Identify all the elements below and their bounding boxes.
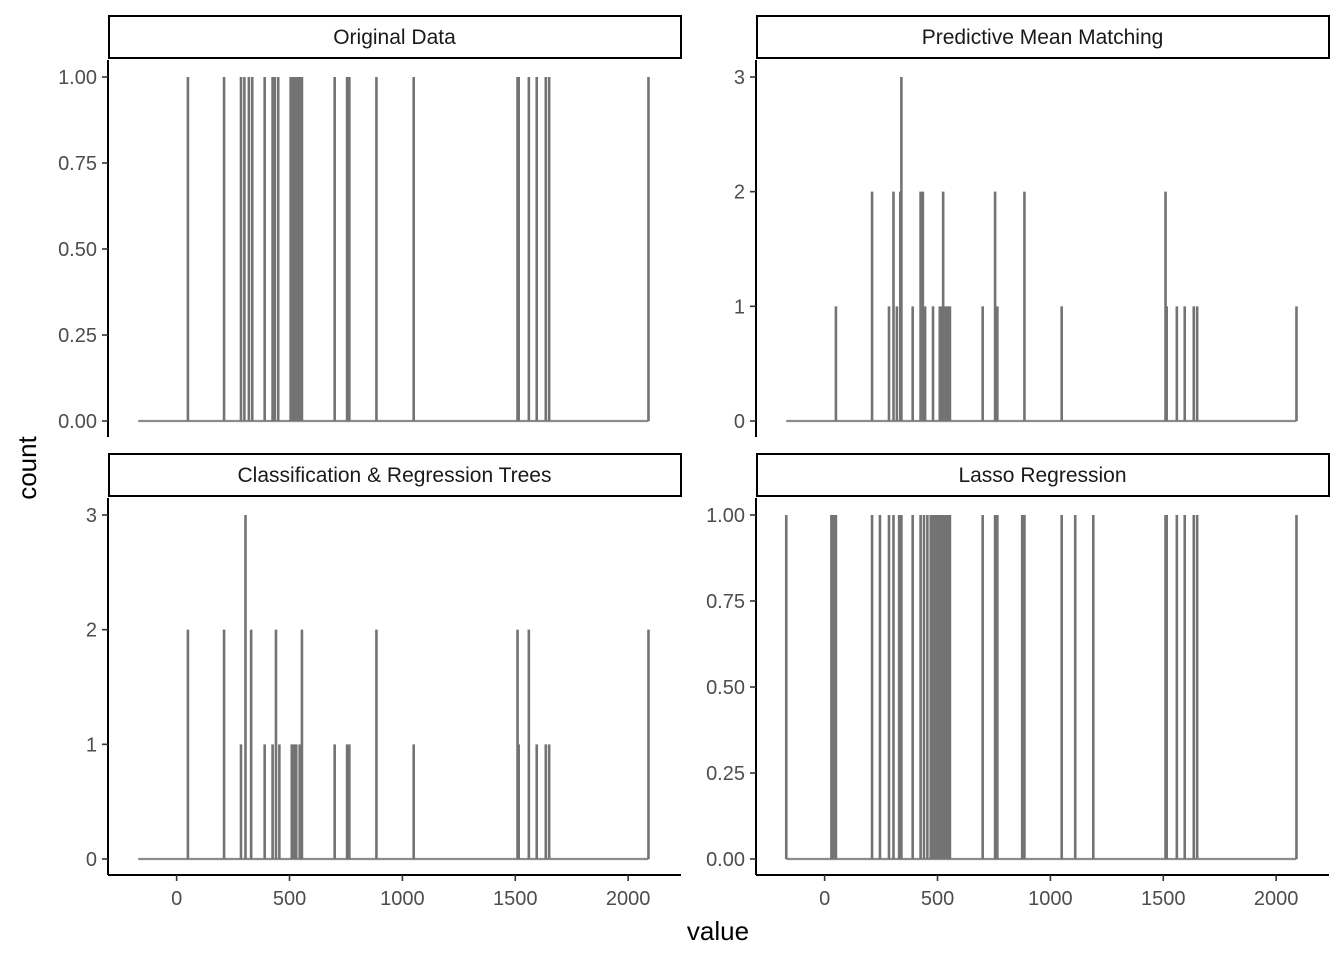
panel: Predictive Mean Matching 0 1 2 3 xyxy=(734,15,1330,437)
y-axis-title: count xyxy=(12,435,42,499)
y-tick-label: 0.50 xyxy=(58,239,97,261)
y-tick-label: 0 xyxy=(86,849,97,871)
x-tick-label: 1500 xyxy=(1141,888,1186,910)
x-tick-label: 0 xyxy=(171,888,182,910)
panel: Lasso Regression 0.00 0.25 0.50 0.75 1.00 0 500… xyxy=(706,453,1330,910)
x-tick-label: 1500 xyxy=(493,888,538,910)
facet-title: Classification & Regression Trees xyxy=(238,464,552,487)
y-tick-label: 0 xyxy=(734,411,745,433)
y-tick-label: 0.00 xyxy=(58,411,97,433)
y-tick-label: 0.75 xyxy=(706,591,745,613)
y-tick-label: 0.25 xyxy=(58,325,97,347)
panel: Classification & Regression Trees 0 1 2 3 0 50… xyxy=(86,453,682,910)
y-tick-label: 3 xyxy=(86,505,97,527)
facet-strip xyxy=(108,453,682,497)
y-tick-label: 1 xyxy=(734,296,745,318)
y-tick-label: 1 xyxy=(86,734,97,756)
y-tick-label: 0.50 xyxy=(706,677,745,699)
y-tick-label: 0.25 xyxy=(706,763,745,785)
facet-strip xyxy=(756,15,1330,59)
facet-strip xyxy=(756,453,1330,497)
y-tick-label: 1.00 xyxy=(58,67,97,89)
x-tick-label: 500 xyxy=(921,888,954,910)
facet-title: Original Data xyxy=(333,26,456,49)
x-tick-label: 500 xyxy=(273,888,306,910)
panel: Original Data 0.00 0.25 0.50 0.75 1.00 xyxy=(58,15,682,437)
x-tick-label: 2000 xyxy=(606,888,651,910)
facet-title: Lasso Regression xyxy=(958,464,1126,487)
y-tick-label: 2 xyxy=(734,182,745,204)
y-tick-label: 1.00 xyxy=(706,505,745,527)
y-tick-label: 0.00 xyxy=(706,849,745,871)
x-tick-label: 1000 xyxy=(1028,888,1073,910)
x-tick-label: 0 xyxy=(819,888,830,910)
facet-strip xyxy=(108,15,682,59)
x-tick-label: 1000 xyxy=(380,888,425,910)
x-tick-label: 2000 xyxy=(1254,888,1299,910)
y-tick-label: 0.75 xyxy=(58,153,97,175)
facet-title: Predictive Mean Matching xyxy=(922,26,1164,49)
x-axis-title: value xyxy=(687,916,749,946)
panels: Original Data 0.00 0.25 0.50 0.75 1.00 Predict… xyxy=(58,15,1330,910)
y-tick-label: 3 xyxy=(734,67,745,89)
y-tick-label: 2 xyxy=(86,620,97,642)
